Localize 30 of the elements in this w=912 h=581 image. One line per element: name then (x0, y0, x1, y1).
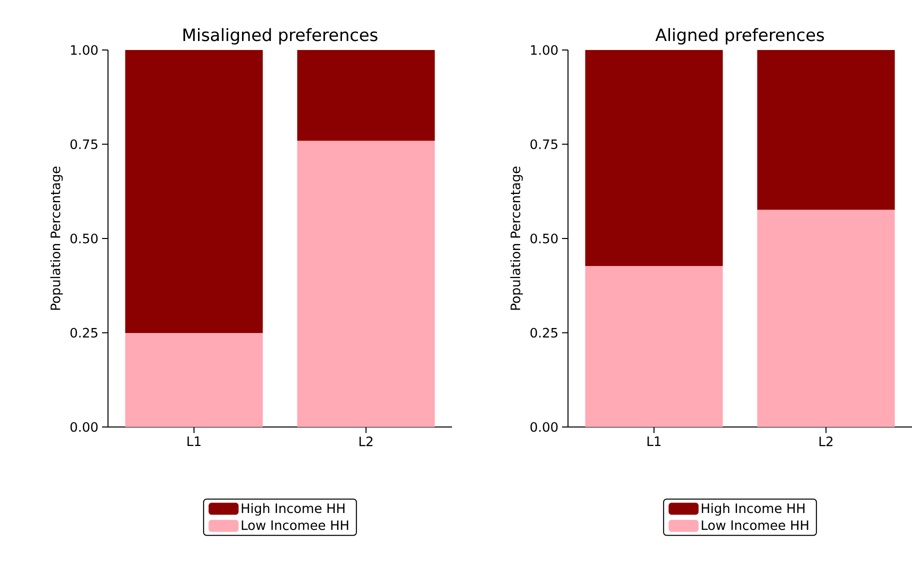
chart-title: Aligned preferences (655, 28, 824, 44)
chart-title: Misaligned preferences (183, 28, 378, 44)
x-tick-label: L2 (820, 436, 832, 446)
bar (757, 210, 895, 427)
legend-label: High Income HH (242, 503, 344, 516)
y-tick-label: 0.00 (530, 422, 558, 432)
y-tick-label: 0.50 (70, 234, 98, 244)
bar (585, 50, 723, 266)
x-tick-label: L2 (360, 436, 372, 446)
bar (297, 50, 435, 141)
y-tick-label: 1.00 (71, 45, 98, 55)
y-axis-title: Population Percentage (510, 166, 523, 310)
y-tick-label: 0.00 (70, 422, 98, 432)
x-tick-label: L1 (188, 436, 201, 446)
y-axis-title: Population Percentage (50, 166, 63, 310)
y-tick-label: 0.75 (530, 139, 558, 150)
y-tick-label: 0.50 (530, 234, 558, 244)
bar (585, 266, 723, 427)
x-tick-label: L1 (648, 436, 661, 446)
y-tick-label: 0.25 (70, 328, 98, 338)
y-tick-label: 0.75 (70, 139, 98, 150)
legend-label: High Income HH (702, 503, 804, 516)
y-tick-label: 0.25 (530, 328, 558, 338)
bar (757, 50, 895, 210)
legend-label: Low Incomee HH (242, 520, 348, 530)
bar (125, 50, 263, 334)
legend-label: Low Incomee HH (702, 520, 808, 530)
bar (125, 333, 263, 427)
bar (297, 140, 435, 427)
y-tick-label: 1.00 (531, 45, 558, 55)
